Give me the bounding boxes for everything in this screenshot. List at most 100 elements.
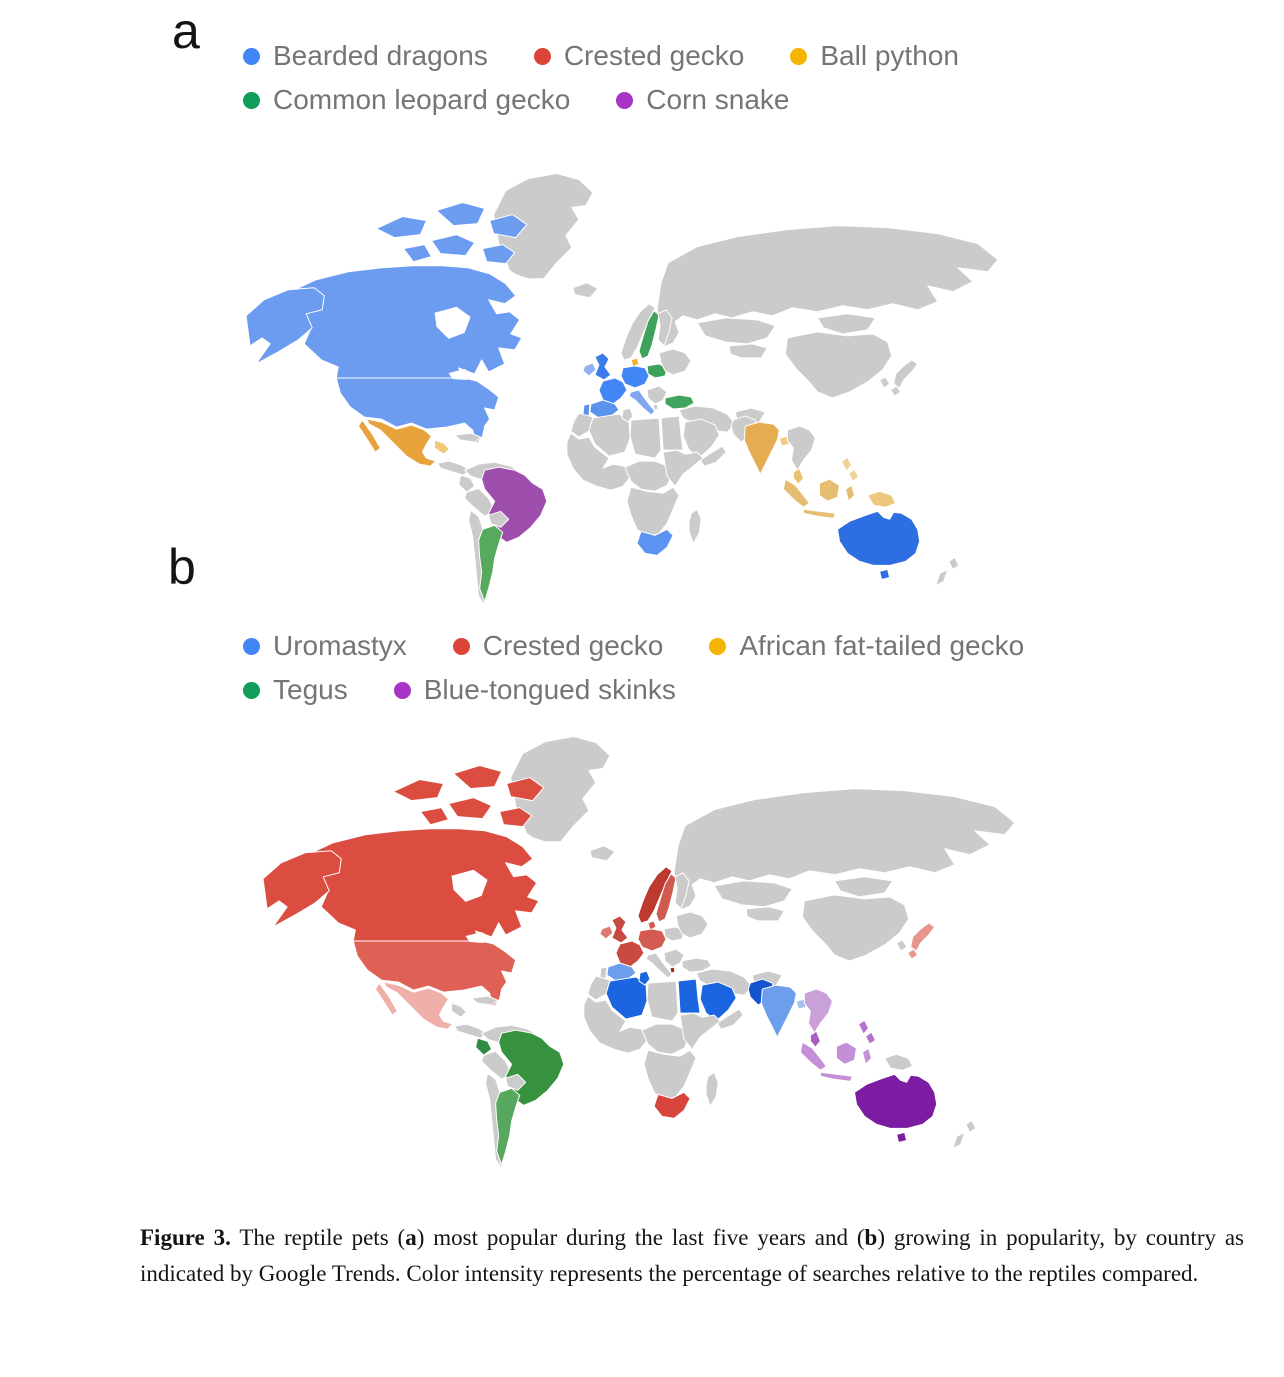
region-new-guinea bbox=[884, 1053, 914, 1071]
water-great-lakes bbox=[448, 368, 475, 380]
region-spain bbox=[606, 962, 637, 982]
region-ecuador bbox=[475, 1037, 493, 1056]
legend-dot-icon bbox=[790, 47, 808, 65]
region-tasmania bbox=[896, 1131, 908, 1143]
region-denmark bbox=[630, 357, 640, 368]
region-tunisia bbox=[621, 407, 634, 423]
region-canada bbox=[287, 202, 528, 379]
region-east-africa bbox=[662, 449, 704, 487]
region-central-asia bbox=[728, 343, 768, 359]
region-southern-africa bbox=[626, 486, 680, 538]
region-sweden bbox=[638, 310, 660, 360]
region-russia bbox=[656, 225, 999, 348]
legend-item: Bearded dragons bbox=[243, 40, 488, 72]
world-map-a bbox=[226, 166, 1038, 618]
legend-row: Tegus Blue-tongued skinks bbox=[243, 674, 1024, 706]
legend-item: Ball python bbox=[790, 40, 959, 72]
region-finland bbox=[674, 872, 690, 910]
region-turkey bbox=[664, 394, 695, 410]
region-guatemala bbox=[434, 439, 451, 455]
panel-b-legend: Uromastyx Crested gecko African fat-tailed… bbox=[243, 630, 1024, 706]
legend-label: Uromastyx bbox=[273, 630, 407, 661]
water-great-lakes bbox=[465, 931, 492, 943]
region-kazakhstan bbox=[696, 317, 776, 345]
region-morocco bbox=[587, 975, 611, 1001]
region-morocco bbox=[570, 412, 594, 438]
region-argentina bbox=[495, 1087, 521, 1166]
region-balkans bbox=[663, 948, 685, 968]
legend-item: Uromastyx bbox=[243, 630, 407, 662]
region-indonesia bbox=[782, 478, 856, 519]
region-united-kingdom bbox=[594, 352, 612, 381]
legend-dot-icon bbox=[452, 637, 470, 655]
region-china bbox=[784, 331, 893, 399]
panel-a-label: a bbox=[172, 3, 200, 59]
legend-item: Common leopard gecko bbox=[243, 84, 570, 116]
legend-row: Common leopard gecko Corn snake bbox=[243, 84, 959, 116]
legend-dot-icon bbox=[393, 681, 411, 699]
region-canada bbox=[304, 765, 545, 942]
water-caspian-sea bbox=[714, 358, 729, 382]
region-yemen-oman bbox=[699, 445, 727, 467]
world-map-b bbox=[243, 729, 1055, 1181]
region-south-africa bbox=[653, 1091, 691, 1119]
legend-dot-icon bbox=[243, 637, 260, 655]
region-indochina bbox=[803, 988, 833, 1034]
caption-bold-segment: a bbox=[405, 1225, 417, 1250]
figure-caption: Figure 3. The reptile pets (a) most popu… bbox=[140, 1220, 1244, 1293]
region-united-kingdom bbox=[611, 915, 629, 944]
region-balkans bbox=[646, 385, 668, 405]
region-italy bbox=[628, 389, 656, 416]
legend-item: Tegus bbox=[243, 674, 348, 706]
region-eastern-europe bbox=[658, 348, 692, 376]
region-iceland bbox=[589, 845, 616, 862]
region-ecuador bbox=[458, 474, 476, 493]
region-iceland bbox=[572, 282, 599, 299]
region-libya bbox=[629, 417, 662, 459]
region-sweden bbox=[655, 873, 677, 923]
region-india bbox=[760, 984, 797, 1038]
region-korea bbox=[879, 376, 891, 389]
region-japan bbox=[890, 359, 919, 397]
region-egypt bbox=[677, 978, 701, 1014]
region-japan bbox=[907, 922, 936, 960]
caption-segment: ) growing in popularity, by country as i… bbox=[140, 1225, 1245, 1287]
region-spain bbox=[589, 399, 620, 419]
region-bolivia bbox=[505, 1073, 527, 1091]
region-new-zealand bbox=[952, 1119, 977, 1149]
region-cuba bbox=[471, 995, 499, 1006]
region-tunisia bbox=[638, 970, 651, 986]
legend-item: Crested gecko bbox=[533, 40, 744, 72]
region-france bbox=[598, 377, 628, 405]
region-new-zealand bbox=[935, 556, 960, 586]
region-korea bbox=[896, 939, 908, 952]
panel-b-label: b bbox=[168, 539, 196, 595]
region-saudi-arabia bbox=[699, 981, 737, 1022]
legend-dot-icon bbox=[243, 47, 260, 65]
region-mexico bbox=[374, 981, 454, 1030]
legend-label: Corn snake bbox=[646, 84, 790, 115]
region-mongolia bbox=[816, 313, 877, 335]
region-eastern-europe bbox=[675, 911, 709, 939]
legend-label: Common leopard gecko bbox=[273, 84, 571, 115]
region-panama bbox=[454, 1023, 488, 1039]
region-india bbox=[743, 421, 780, 475]
legend-label: Ball python bbox=[820, 40, 959, 71]
region-central-asia bbox=[745, 906, 785, 922]
legend-label: Tegus bbox=[273, 674, 348, 705]
region-cuba bbox=[454, 432, 482, 443]
region-germany bbox=[620, 365, 650, 389]
region-alaska bbox=[262, 850, 342, 928]
region-madagascar bbox=[688, 508, 702, 544]
region-new-guinea bbox=[867, 490, 897, 508]
panel-a-legend: Bearded dragons Crested gecko Ball python C… bbox=[243, 40, 959, 116]
region-poland bbox=[663, 926, 685, 942]
region-southern-africa bbox=[643, 1049, 697, 1101]
legend-dot-icon bbox=[533, 47, 551, 65]
region-denmark bbox=[647, 920, 657, 931]
region-indonesia bbox=[799, 1041, 873, 1082]
legend-item: African fat-tailed gecko bbox=[709, 630, 1024, 662]
region-libya bbox=[646, 980, 679, 1022]
caption-segment: ) most popular during the last five year… bbox=[416, 1225, 865, 1250]
